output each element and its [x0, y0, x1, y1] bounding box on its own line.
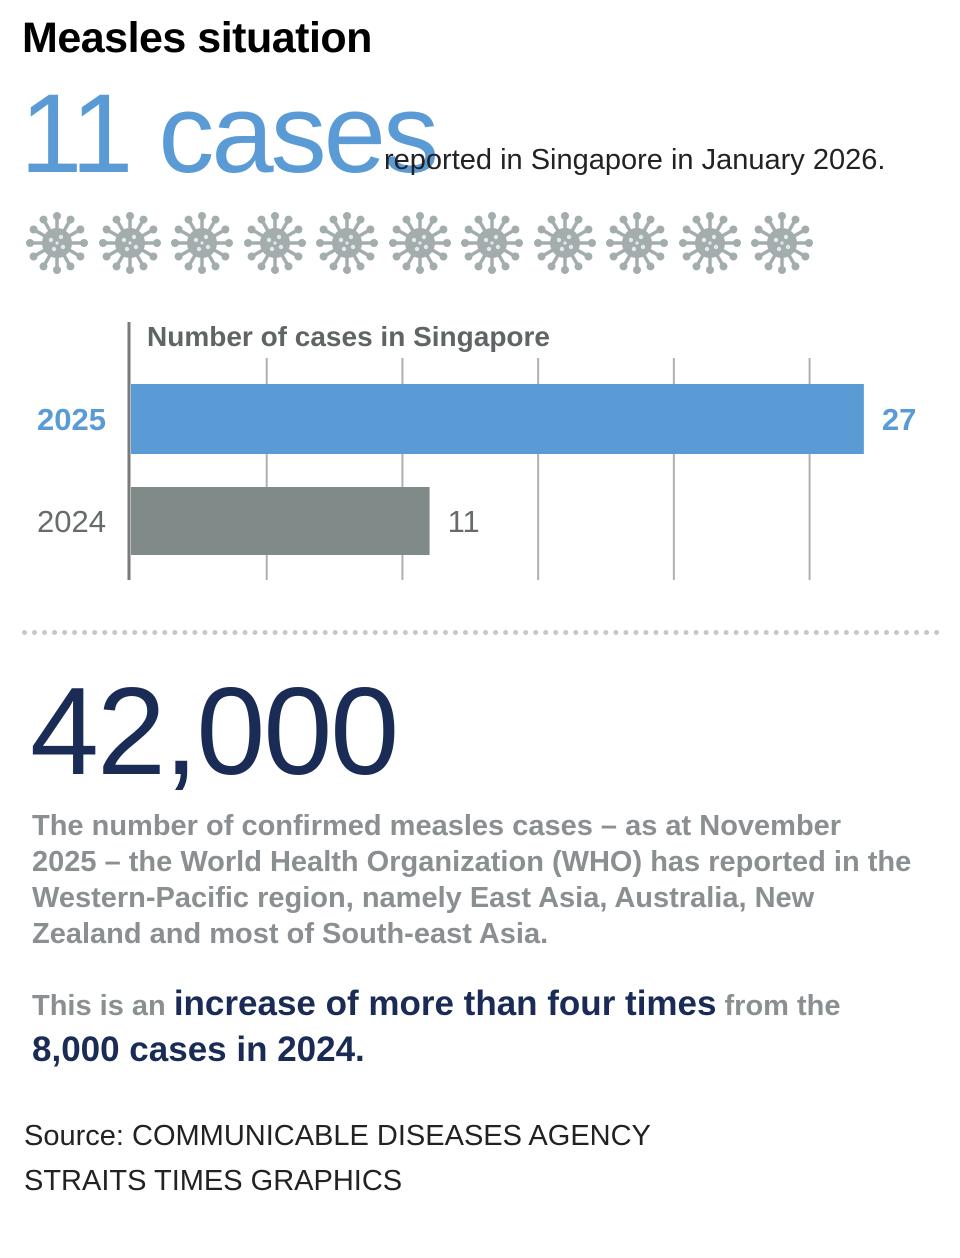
dotted-divider — [22, 630, 940, 635]
virus-icon — [678, 212, 741, 274]
chart-title: Number of cases in Singapore — [147, 321, 550, 352]
source-note: Source: COMMUNICABLE DISEASES AGENCY STR… — [24, 1114, 651, 1204]
increase-highlight-2: 8,000 cases in 2024. — [32, 1030, 365, 1069]
virus-icon — [388, 212, 451, 274]
virus-icon — [171, 212, 233, 274]
increase-highlight-1: increase of more than four times — [173, 984, 717, 1023]
bar-2025 — [131, 384, 864, 454]
virus-icon — [243, 212, 306, 274]
increase-text-2: from the — [716, 990, 841, 1022]
virus-icon — [316, 212, 378, 274]
virus-icon — [533, 212, 596, 274]
virus-icon — [751, 212, 813, 274]
virus-icon-row — [24, 210, 824, 278]
increase-text-1: This is an — [32, 990, 174, 1022]
virus-icon — [26, 212, 88, 274]
stat-description: The number of confirmed measles cases – … — [32, 810, 912, 950]
virus-icon — [461, 212, 523, 274]
value-label: 27 — [882, 402, 916, 437]
stat-number: 42,000 — [30, 663, 399, 801]
headline-caption: reported in Singapore in January 2026. — [384, 144, 886, 176]
category-label: 2025 — [37, 402, 106, 437]
source-line: Source: COMMUNICABLE DISEASES AGENCY — [24, 1120, 651, 1152]
credit-line: STRAITS TIMES GRAPHICS — [24, 1165, 403, 1197]
virus-icon — [98, 212, 161, 274]
value-label: 11 — [448, 504, 480, 539]
increase-statement: This is an increase of more than four ti… — [32, 982, 932, 1074]
bar-chart: Number of cases in Singapore 2025 27 2024 11 — [37, 321, 916, 580]
headline-case-count: 11 cases — [20, 71, 439, 196]
virus-icon — [606, 212, 668, 274]
category-label: 2024 — [37, 504, 106, 539]
page-title: Measles situation — [22, 14, 372, 62]
bar-2024 — [131, 487, 430, 555]
